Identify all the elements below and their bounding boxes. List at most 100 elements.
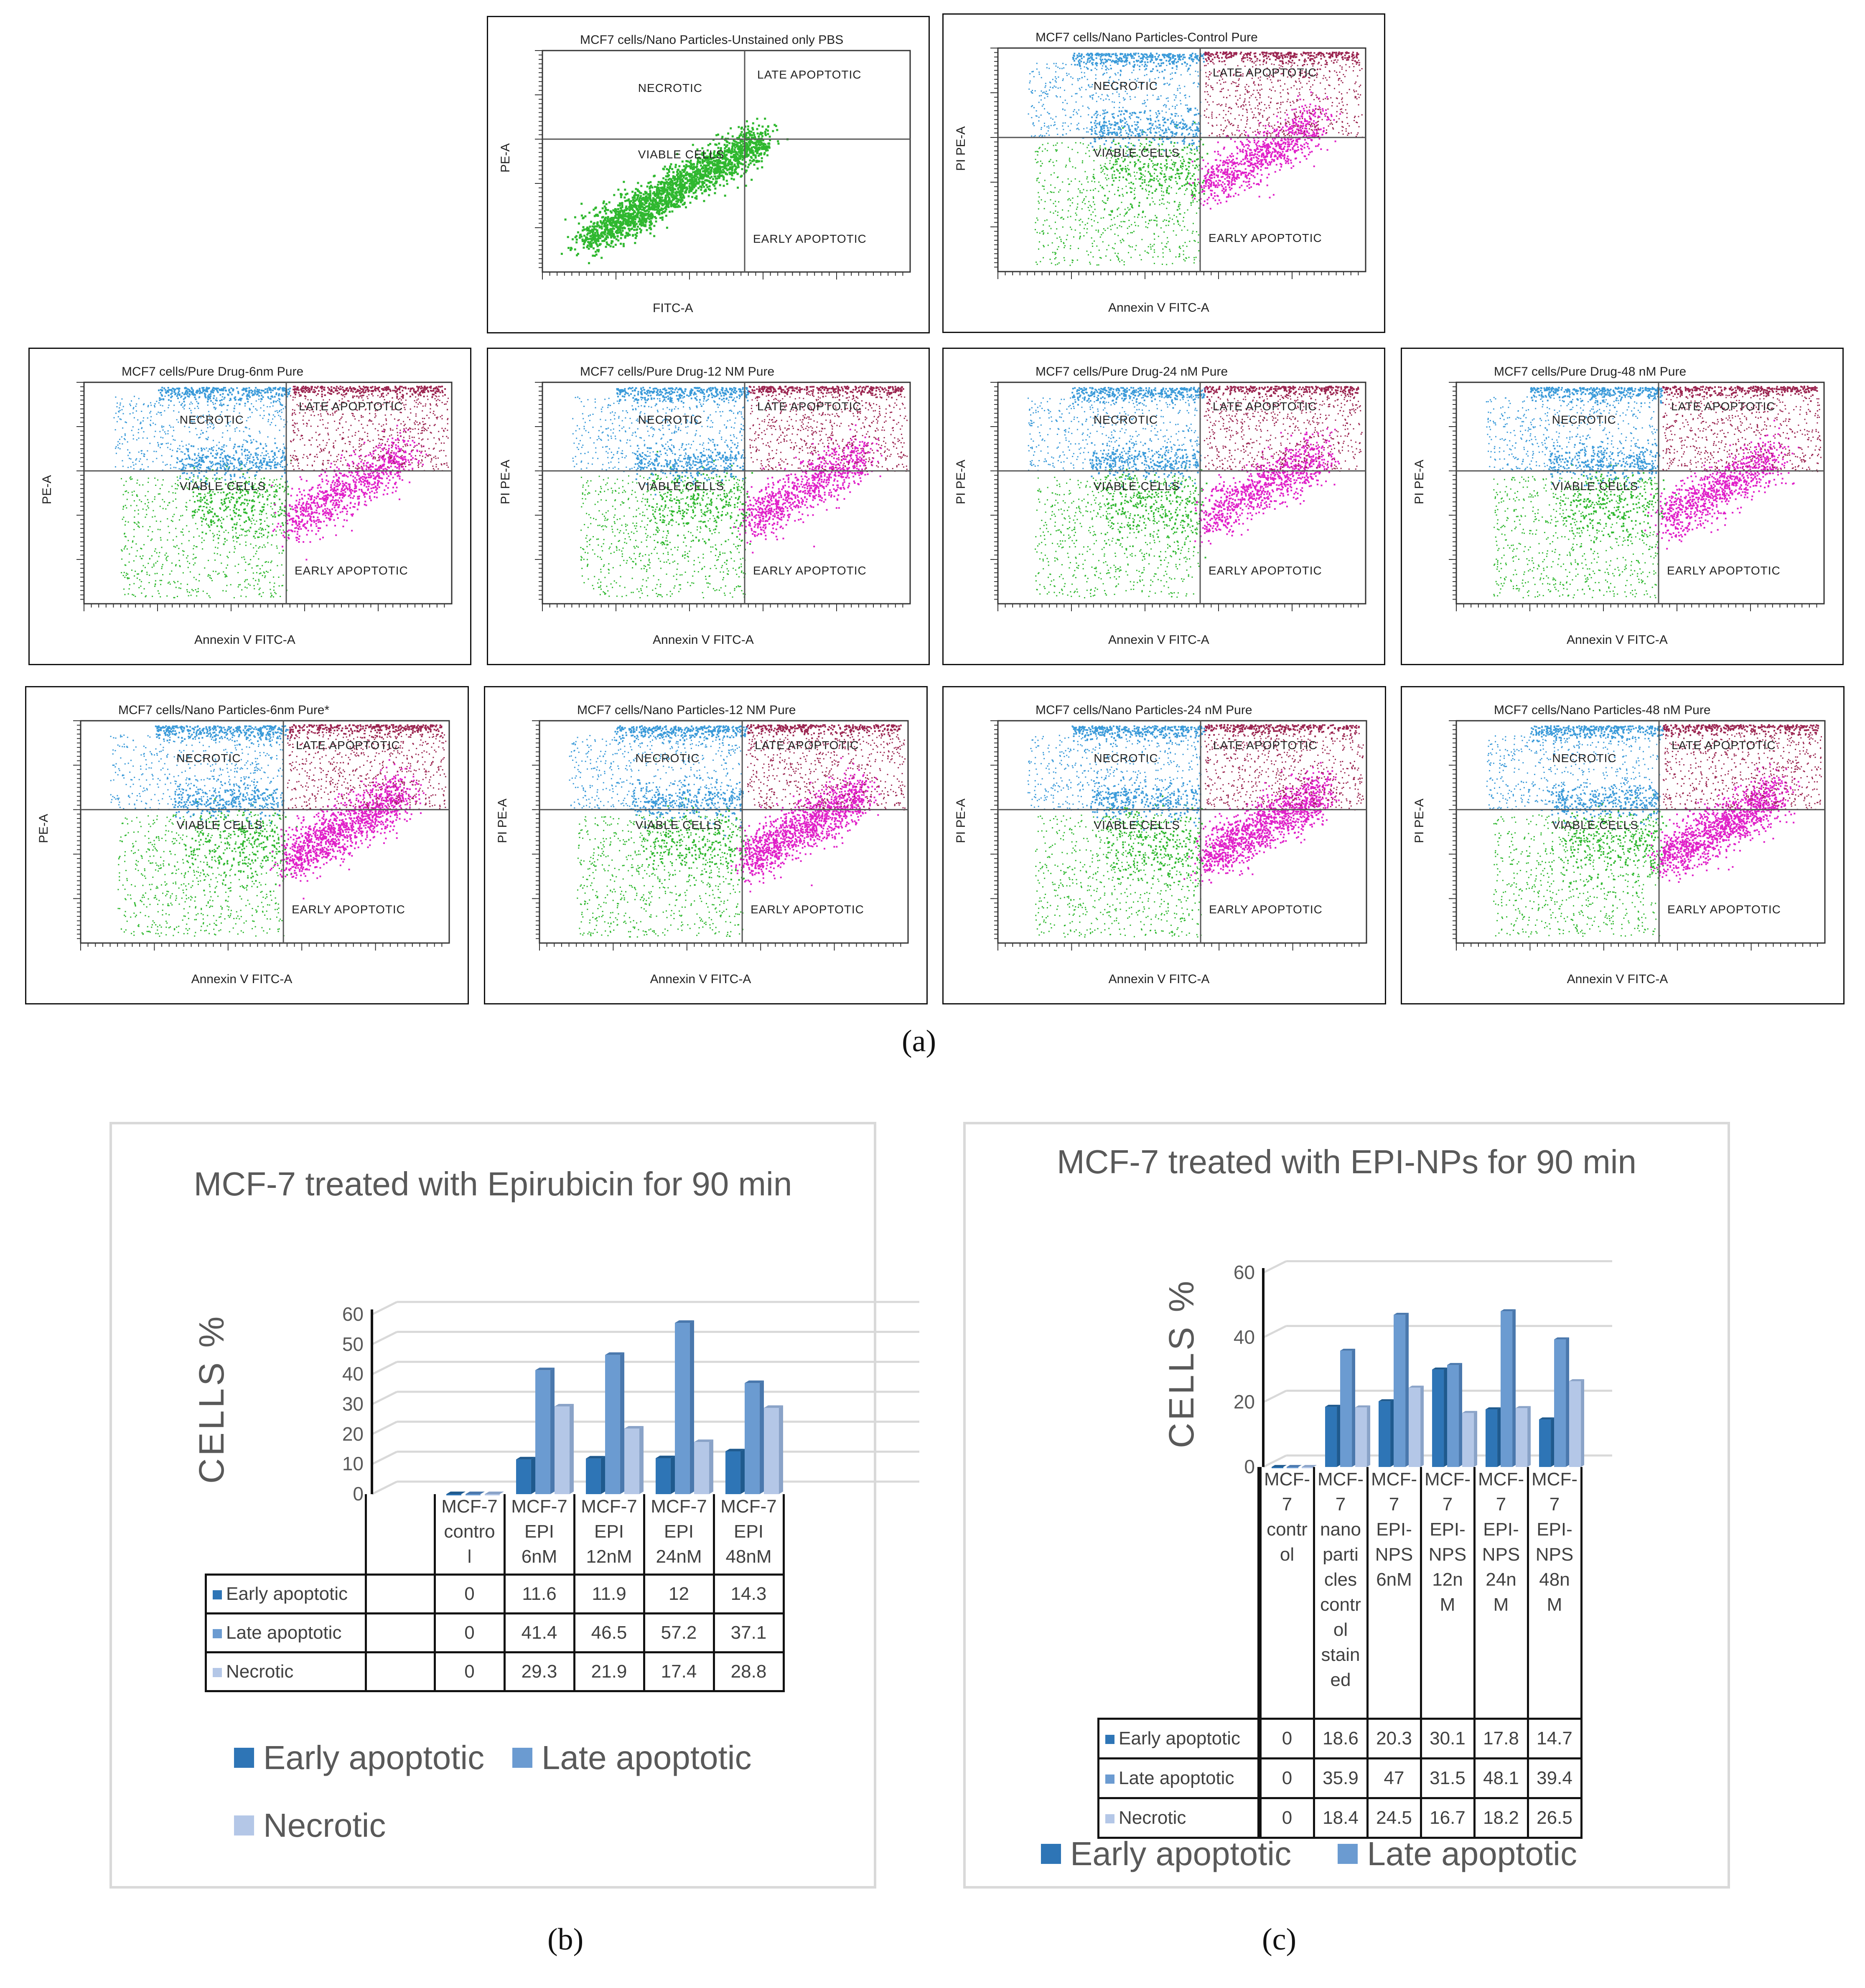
flow-ylabel: PI PE-A bbox=[954, 460, 968, 504]
quadrant-label-early: EARLY APOPTOTIC bbox=[753, 232, 867, 246]
sublabel-c: (c) bbox=[1262, 1922, 1296, 1957]
flow-scatter bbox=[1449, 720, 1826, 951]
quadrant-label-early: EARLY APOPTOTIC bbox=[292, 903, 405, 916]
y-tick-label: 10 bbox=[330, 1452, 364, 1475]
table-cell: 12 bbox=[643, 1574, 715, 1614]
flow-panel-title: MCF7 cells/Pure Drug-48 nM Pure bbox=[1494, 365, 1686, 379]
quadrant-label-necrotic: NECROTIC bbox=[1552, 752, 1616, 765]
bar-late-apoptotic bbox=[1554, 1337, 1569, 1467]
flow-panel-title: MCF7 cells/Pure Drug-12 NM Pure bbox=[580, 365, 774, 379]
event-dots bbox=[113, 386, 449, 598]
event-dots bbox=[569, 724, 906, 938]
bar-necrotic bbox=[1516, 1406, 1531, 1467]
bar-early-apoptotic bbox=[1432, 1367, 1447, 1467]
quadrant-label-late: LATE APOPTOTIC bbox=[1213, 739, 1317, 752]
event-dots bbox=[1486, 386, 1822, 598]
flow-panel: MCF7 cells/Pure Drug-6nm Pure NECROTIC LAT… bbox=[28, 348, 471, 665]
bar-early-apoptotic bbox=[1325, 1405, 1340, 1467]
table-cell: 17.4 bbox=[643, 1651, 715, 1692]
table-row: Late apoptotic 0 41.4 46.5 57.2 37.1 bbox=[205, 1612, 785, 1653]
flow-ylabel: PI PE-A bbox=[954, 127, 968, 171]
category-label: MCF-7 EPI 12nM bbox=[573, 1494, 645, 1576]
legend-swatch-early bbox=[1041, 1843, 1061, 1864]
table-row: Necrotic 0 29.3 21.9 17.4 28.8 bbox=[205, 1651, 785, 1692]
chart-b-frame: MCF-7 treated with Epirubicin for 90 min… bbox=[109, 1122, 919, 1889]
table-row: Early apoptotic 0 18.6 20.3 30.1 17.8 14.7 bbox=[1097, 1718, 1583, 1759]
table-cell: 35.9 bbox=[1313, 1757, 1369, 1799]
legend-swatch-necrotic bbox=[234, 1815, 254, 1835]
legend-swatch-late bbox=[512, 1747, 532, 1768]
flow-xlabel: Annexin V FITC-A bbox=[1108, 301, 1209, 315]
series-swatch bbox=[1105, 1814, 1114, 1824]
bar-early-apoptotic bbox=[516, 1457, 535, 1494]
flow-panel-title: MCF7 cells/Nano Particles-48 nM Pure bbox=[1494, 703, 1711, 717]
quadrant-label-necrotic: NECROTIC bbox=[1552, 413, 1616, 427]
table-gap-cell bbox=[364, 1651, 436, 1692]
gridline-side bbox=[371, 1331, 398, 1345]
quadrant-label-necrotic: NECROTIC bbox=[638, 81, 702, 95]
event-dots bbox=[1486, 724, 1822, 938]
table-row: Late apoptotic 0 35.9 47 31.5 48.1 39.4 bbox=[1097, 1757, 1583, 1799]
table-cell: 39.4 bbox=[1527, 1757, 1583, 1799]
flow-scatter bbox=[990, 381, 1366, 611]
flow-panel-title: MCF7 cells/Nano Particles-24 nM Pure bbox=[1036, 703, 1252, 717]
flow-panel: MCF7 cells/Nano Particles-24 nM Pure NECR… bbox=[942, 686, 1386, 1004]
gridline-side bbox=[371, 1361, 398, 1375]
legend-item-late: Late apoptotic bbox=[512, 1739, 752, 1776]
flow-ylabel: PE-A bbox=[499, 143, 513, 172]
table-corner bbox=[206, 1494, 367, 1576]
quadrant-label-early: EARLY APOPTOTIC bbox=[1209, 231, 1322, 245]
flow-ylabel: PE-A bbox=[40, 475, 54, 504]
series-swatch bbox=[1105, 1774, 1114, 1784]
quadrant-label-viable: VIABLE CELLS bbox=[638, 148, 725, 161]
series-swatch bbox=[213, 1629, 222, 1639]
table-gap-cell bbox=[364, 1574, 436, 1614]
table-cell: 14.7 bbox=[1527, 1718, 1583, 1759]
series-name: Early apoptotic bbox=[1097, 1718, 1259, 1759]
table-cell: 0 bbox=[433, 1574, 506, 1614]
flow-scatter bbox=[990, 720, 1367, 951]
bar-late-apoptotic bbox=[1394, 1312, 1409, 1467]
quadrant-label-late: LATE APOPTOTIC bbox=[1672, 739, 1776, 752]
table-cell: 11.9 bbox=[573, 1574, 645, 1614]
table-cell: 18.6 bbox=[1313, 1718, 1369, 1759]
series-swatch bbox=[213, 1668, 222, 1678]
flow-ylabel: PI PE-A bbox=[496, 798, 510, 843]
flow-xlabel: Annexin V FITC-A bbox=[650, 972, 751, 986]
flow-panel-title: MCF7 cells/Nano Particles-Unstained only… bbox=[580, 33, 843, 47]
event-dots bbox=[572, 386, 908, 598]
flow-xlabel: Annexin V FITC-A bbox=[1567, 972, 1668, 986]
bar-late-apoptotic bbox=[1340, 1349, 1355, 1467]
table-cell: 24.5 bbox=[1366, 1797, 1422, 1839]
chart-c-title: MCF-7 treated with EPI-NPs for 90 min bbox=[966, 1138, 1728, 1186]
table-header-row: MCF- 7 contr ol MCF- 7 nano parti cles contr ol sta… bbox=[1098, 1467, 1583, 1720]
y-tick-label: 30 bbox=[330, 1393, 364, 1415]
legend-swatch-late bbox=[1338, 1843, 1358, 1864]
quadrant-label-early: EARLY APOPTOTIC bbox=[751, 903, 864, 916]
quadrant-label-necrotic: NECROTIC bbox=[1094, 79, 1158, 93]
table-cell: 18.2 bbox=[1473, 1797, 1529, 1839]
flow-ylabel: PI PE-A bbox=[1412, 798, 1427, 843]
sublabel-a: (a) bbox=[902, 1024, 936, 1059]
chart-b-data-table: MCF-7 contro l MCF-7 EPI 6nM MCF-7 EPI 12nM MCF-7… bbox=[205, 1494, 785, 1692]
flow-panel: MCF7 cells/Nano Particles-6nm Pure* NECRO… bbox=[25, 686, 469, 1004]
table-gap-cell bbox=[364, 1612, 436, 1653]
quadrant-label-necrotic: NECROTIC bbox=[1094, 752, 1158, 765]
bar-early-apoptotic bbox=[725, 1449, 745, 1494]
bar-necrotic bbox=[624, 1426, 644, 1494]
gridline-side bbox=[371, 1451, 398, 1465]
gridline-side bbox=[371, 1480, 398, 1495]
series-swatch bbox=[1105, 1735, 1114, 1744]
flow-xlabel: Annexin V FITC-A bbox=[653, 633, 754, 647]
category-label: MCF-7 EPI 48nM bbox=[712, 1494, 785, 1576]
bar-necrotic bbox=[1569, 1379, 1584, 1467]
bar-necrotic bbox=[555, 1403, 574, 1494]
chart-b-legend-row2: Necrotic bbox=[234, 1806, 386, 1845]
flow-scatter bbox=[73, 720, 450, 951]
y-tick-label: 40 bbox=[1221, 1326, 1255, 1348]
quadrant-label-late: LATE APOPTOTIC bbox=[1671, 400, 1775, 413]
table-corner bbox=[1098, 1467, 1259, 1720]
quadrant-label-viable: VIABLE CELLS bbox=[1552, 480, 1639, 493]
table-cell: 31.5 bbox=[1420, 1757, 1476, 1799]
